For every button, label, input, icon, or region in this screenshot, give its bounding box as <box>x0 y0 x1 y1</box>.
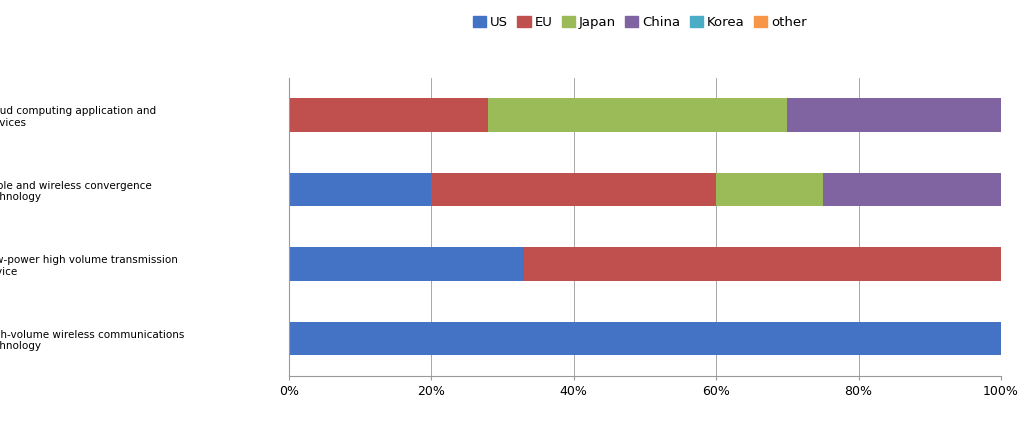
Legend: US, EU, Japan, China, Korea, other: US, EU, Japan, China, Korea, other <box>467 11 812 35</box>
Bar <box>289 322 1001 356</box>
Bar <box>824 173 1001 206</box>
Bar <box>488 98 787 132</box>
Bar <box>716 173 824 206</box>
Bar <box>524 247 1001 281</box>
Bar <box>289 247 524 281</box>
Bar <box>787 98 1001 132</box>
Bar <box>289 173 431 206</box>
Bar <box>431 173 716 206</box>
Bar <box>289 98 488 132</box>
